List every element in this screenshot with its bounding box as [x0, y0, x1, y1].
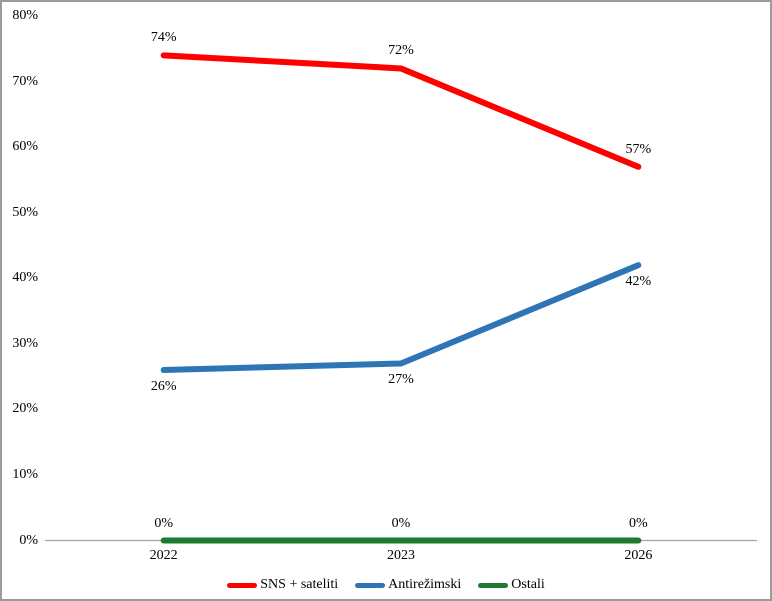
y-tick-label: 50% — [12, 204, 38, 220]
data-label: 74% — [150, 30, 177, 46]
y-tick-label: 0% — [19, 532, 38, 548]
legend-label: Ostali — [511, 577, 545, 592]
data-label: 26% — [150, 379, 177, 395]
legend-item: Antirežimski — [355, 577, 461, 593]
x-tick-label: 2026 — [624, 548, 653, 563]
series-line-antire-imski — [160, 262, 642, 374]
y-tick-label: 70% — [12, 73, 38, 89]
data-label: 0% — [154, 515, 173, 531]
legend-line-marker — [227, 582, 258, 588]
y-tick-label: 40% — [12, 270, 38, 286]
data-label: 72% — [388, 43, 414, 59]
legend-line-marker — [478, 582, 509, 588]
data-label: 0% — [628, 515, 648, 531]
data-label: 0% — [391, 515, 411, 531]
y-tick-label: 10% — [12, 466, 38, 482]
series-line-sns-sateliti — [160, 52, 642, 170]
legend-item: SNS + sateliti — [227, 577, 338, 593]
y-tick-label: 20% — [12, 401, 38, 417]
legend-label: Antirežimski — [388, 577, 462, 592]
y-tick-label: 60% — [12, 139, 38, 155]
x-tick-label: 2022 — [149, 548, 178, 563]
y-tick-label: 80% — [12, 8, 38, 23]
x-tick-label: 2023 — [387, 548, 415, 563]
legend-line-marker — [355, 582, 386, 588]
y-tick-label: 30% — [12, 335, 38, 351]
legend: SNS + sateliti Antirežimski Ostali — [2, 576, 770, 594]
data-label: 27% — [388, 372, 414, 388]
data-label: 42% — [625, 274, 652, 290]
data-label: 57% — [625, 141, 652, 157]
legend-item: Ostali — [478, 577, 545, 593]
legend-label: SNS + sateliti — [260, 577, 339, 592]
